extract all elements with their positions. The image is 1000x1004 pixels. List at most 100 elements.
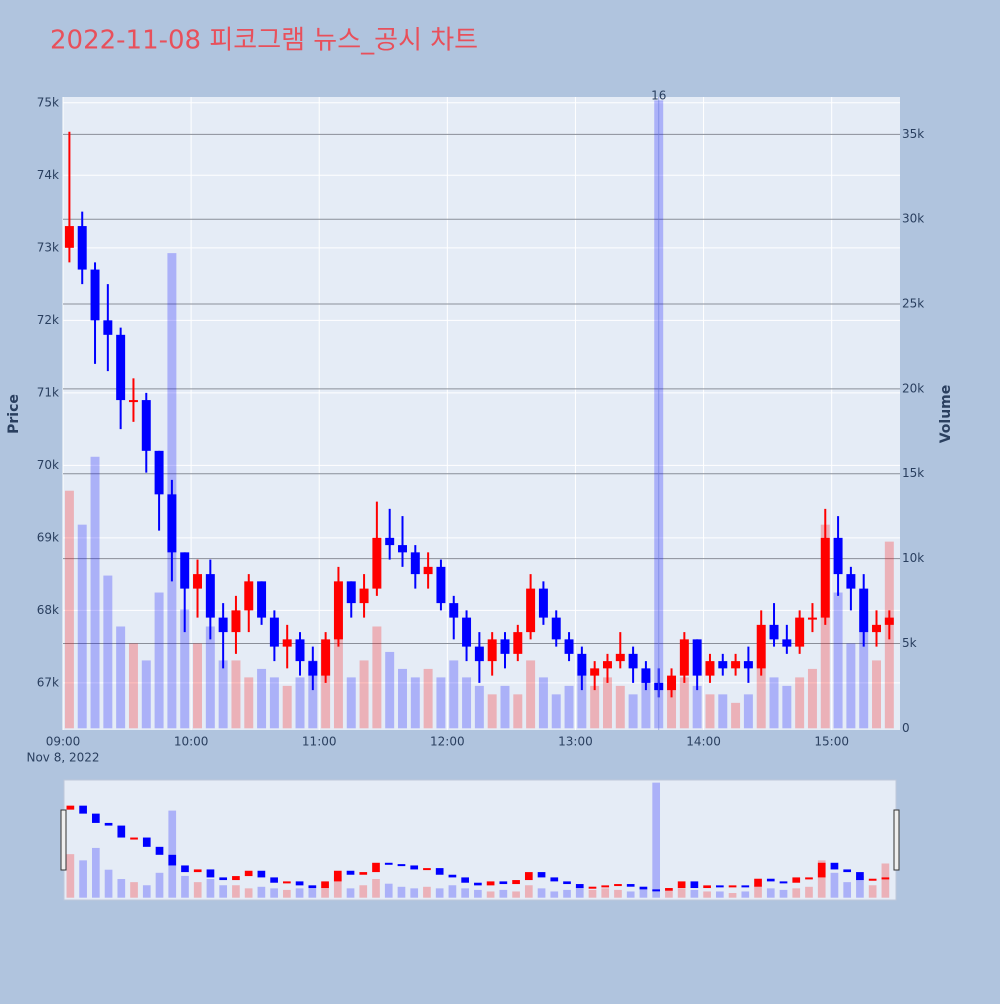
slider-volume-bar <box>856 875 864 898</box>
slider-candle <box>766 878 775 882</box>
candle-body <box>77 226 87 270</box>
candle-body <box>141 400 151 451</box>
candle-body <box>564 639 574 654</box>
candle-body <box>436 566 446 604</box>
candle-body <box>692 639 702 676</box>
volume-bar <box>820 524 830 729</box>
y-tick-label: 72k <box>37 313 59 327</box>
slider-volume-bar <box>881 863 890 898</box>
slider-candle <box>308 885 317 889</box>
candle-body <box>628 653 638 669</box>
slider-candle <box>856 872 864 881</box>
slider-volume-bar <box>537 888 546 898</box>
candle-body <box>884 617 894 625</box>
candle-body <box>244 581 254 611</box>
slider-candle <box>881 877 890 880</box>
volume-bar <box>615 685 625 729</box>
slider-volume-bar <box>206 879 215 898</box>
candle-body <box>641 668 651 683</box>
x-tick-label: 13:00 <box>558 735 593 749</box>
candle-body <box>474 646 484 662</box>
candle-body <box>731 661 741 669</box>
volume-bar <box>846 643 856 729</box>
slider-candle <box>423 868 431 871</box>
slider-volume-bar <box>346 888 355 898</box>
candle-body <box>462 617 472 647</box>
candle-body <box>410 552 420 575</box>
candle-body <box>872 624 881 633</box>
slider-volume-bar <box>130 882 138 898</box>
volume-bar <box>423 668 433 729</box>
slider-candle <box>652 889 661 892</box>
candle-body <box>807 617 817 620</box>
y-axis-title: Price <box>6 394 22 434</box>
y2-tick-label: 35k <box>902 127 924 141</box>
y-tick-label: 73k <box>37 240 59 254</box>
candle-body <box>116 334 126 401</box>
volume-bar <box>116 626 126 729</box>
slider-volume-bar <box>66 854 75 898</box>
volume-bar <box>346 677 356 729</box>
volume-bar <box>308 660 318 729</box>
candle-body <box>205 574 215 618</box>
slider-volume-bar <box>588 889 597 898</box>
candle-body <box>257 581 267 618</box>
candle-body <box>128 400 138 403</box>
slider-handle[interactable] <box>893 809 900 871</box>
volume-bar <box>103 575 113 729</box>
slider-volume-bar <box>779 889 788 898</box>
slider-candle <box>703 885 711 889</box>
slider-candle <box>270 877 278 883</box>
volume-bar <box>500 685 510 729</box>
slider-candle <box>499 881 508 885</box>
slider-volume-bar <box>715 891 724 898</box>
slider-candle <box>346 870 355 875</box>
slider-volume-bar <box>550 891 559 898</box>
slider-candle <box>601 885 610 888</box>
slider-volume-bar <box>244 888 253 898</box>
slider-candle <box>550 877 559 882</box>
x-tick-label: 10:00 <box>174 735 209 749</box>
volume-bar <box>513 694 523 729</box>
slider-candle <box>512 880 520 885</box>
candle-body <box>282 639 292 647</box>
volume-bar <box>538 677 548 729</box>
candle-body <box>231 610 241 633</box>
candle-body <box>615 653 625 662</box>
slider-candle <box>384 862 393 865</box>
slider-candle <box>817 862 826 878</box>
candle-body <box>269 617 279 647</box>
slider-candle <box>104 822 113 826</box>
slider-volume-bar <box>563 889 571 898</box>
slider-candle <box>283 881 291 884</box>
candle-body <box>705 661 715 676</box>
candle-body <box>308 661 318 676</box>
slider-candle <box>715 885 724 888</box>
x-tick-label: 09:00 <box>46 735 81 749</box>
slider-candle <box>359 872 368 875</box>
volume-bar <box>295 677 305 729</box>
candle-body <box>846 574 856 589</box>
slider-candle <box>588 886 597 889</box>
slider-candle <box>206 869 215 878</box>
slider-candle <box>410 865 419 870</box>
candle-body <box>769 624 779 640</box>
slider-volume-bar <box>524 885 533 898</box>
candle-body <box>423 566 433 575</box>
volume-bar <box>398 668 407 729</box>
slider-candle <box>537 872 546 878</box>
slider-volume-bar <box>193 882 202 898</box>
slider-volume-bar <box>397 886 406 898</box>
x-tick-label: 11:00 <box>302 735 337 749</box>
slider-candle <box>614 884 622 887</box>
slider-handle[interactable] <box>60 809 67 871</box>
slider-volume-bar <box>79 860 87 898</box>
slider-volume-bar <box>384 883 393 898</box>
volume-bar <box>410 677 420 729</box>
y-tick-label: 74k <box>37 168 59 182</box>
volume-bar <box>141 660 151 729</box>
candle-body <box>385 537 395 546</box>
slider-volume-bar <box>703 891 711 898</box>
volume-bar <box>359 660 369 729</box>
volume-bar <box>244 677 254 729</box>
